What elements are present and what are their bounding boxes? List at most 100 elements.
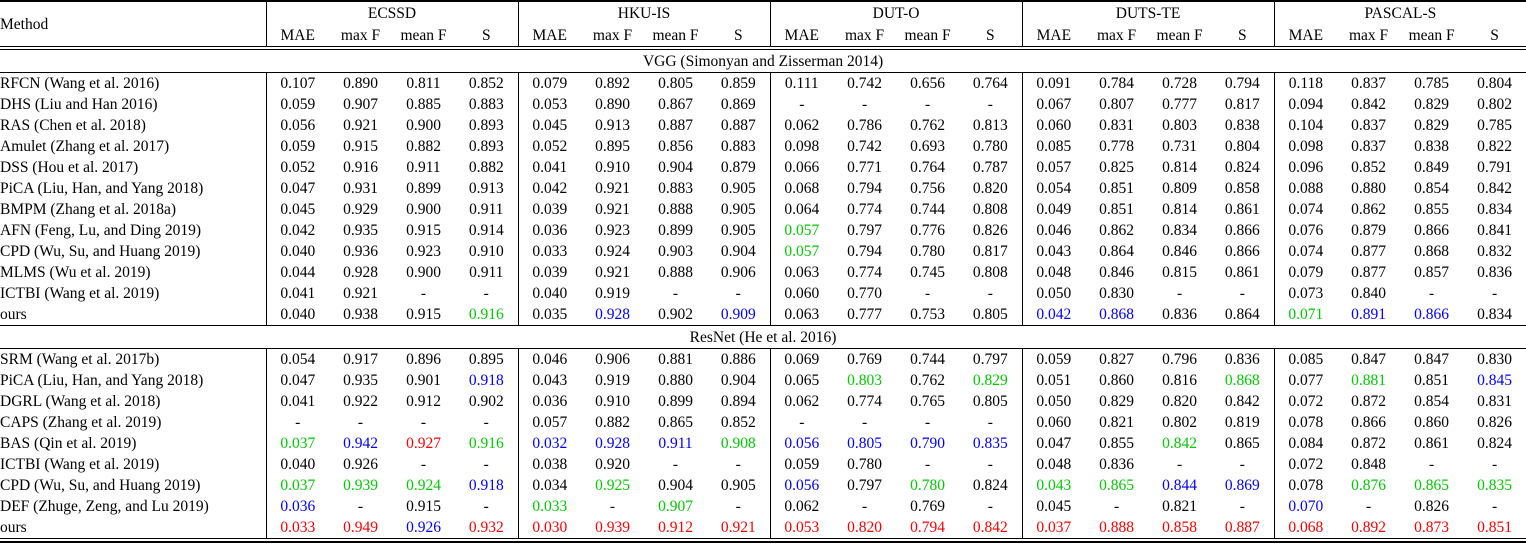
value-cell: 0.794 [847,243,882,260]
value-cell: 0.881 [658,351,693,368]
value-cell: - [483,498,489,515]
method-cell: Amulet (Zhang et al. 2017) [0,138,170,155]
value-cell: 0.895 [468,351,504,368]
value-cell: 0.867 [658,96,693,113]
value-cell: 0.780 [910,477,945,494]
value-cell: 0.797 [847,477,882,494]
value-cell: 0.851 [1099,180,1135,197]
value-cell: 0.910 [468,243,504,260]
value-cell: 0.040 [265,241,329,262]
value-cell: - [420,285,427,302]
value-cell: 0.060 [1021,412,1086,433]
value-cell: 0.830 [1477,351,1513,368]
value-cell: 0.842 [972,519,1008,536]
value-cell: 0.067 [1021,94,1086,115]
value-cell: 0.913 [595,117,630,134]
value-cell: 0.923 [406,243,441,260]
value-cell: 0.809 [1162,180,1198,197]
value-cell: 0.036 [517,220,581,241]
value-cell: 0.836 [1224,351,1260,368]
value-cell: 0.046 [1021,220,1086,241]
value-cell: 0.912 [658,519,693,536]
dataset-header: DUT-O [769,1,1023,24]
value-cell: 0.915 [406,498,441,515]
value-cell: 0.036 [265,496,329,517]
table-row: Amulet (Zhang et al. 2017) 0.059 0.915 0.88… [0,136,1526,157]
value-cell: 0.753 [910,306,945,323]
value-cell: 0.076 [1273,220,1338,241]
value-cell: 0.841 [1477,222,1513,239]
value-cell: 0.043 [1021,475,1086,496]
value-cell: 0.868 [1224,372,1260,389]
value-cell: 0.861 [1224,264,1260,281]
value-cell: 0.911 [658,435,693,452]
value-cell: 0.923 [595,222,630,239]
value-cell: 0.939 [595,519,630,536]
value-cell: - [357,498,364,515]
value-cell: - [769,412,834,433]
value-cell: 0.836 [1477,264,1513,281]
value-cell: 0.805 [972,393,1008,410]
value-cell: 0.777 [1162,96,1198,113]
value-cell: 0.880 [658,372,693,389]
value-cell: 0.924 [406,477,441,494]
value-cell: 0.033 [265,517,329,539]
value-cell: 0.802 [1477,96,1513,113]
section-title: VGG (Simonyan and Zisserman 2014) [0,49,1526,73]
value-cell: 0.861 [1224,201,1260,218]
method-cell: PiCA (Liu, Han, and Yang 2018) [0,372,204,389]
value-cell: 0.848 [1351,456,1387,473]
metric-header: mean F [392,24,455,47]
metric-header: S [1463,24,1526,47]
value-cell: 0.846 [1099,264,1135,281]
value-cell: 0.885 [406,96,441,113]
value-cell: 0.045 [517,115,581,136]
value-cell: 0.915 [343,138,378,155]
value-cell: 0.039 [517,199,581,220]
value-cell: 0.063 [769,262,834,283]
value-cell: 0.882 [468,159,504,176]
value-cell: 0.849 [1414,159,1450,176]
value-cell: 0.820 [1162,393,1198,410]
value-cell: 0.899 [406,180,441,197]
value-cell: 0.056 [769,433,834,454]
value-cell: 0.030 [517,517,581,539]
metric-header: MAE [1273,24,1338,47]
value-cell: - [924,96,931,113]
method-cell: RFCN (Wang et al. 2016) [0,75,160,92]
table-row: ours 0.033 0.949 0.926 0.932 0.030 0.939 0.912 0… [0,517,1526,539]
metric-header: S [455,24,518,47]
value-cell: 0.866 [1224,243,1260,260]
value-cell: 0.862 [1099,222,1135,239]
value-cell: - [924,285,931,302]
value-cell: 0.054 [1021,178,1086,199]
metric-header: max F [581,24,644,47]
value-cell: 0.921 [720,519,756,536]
metric-header: MAE [265,24,329,47]
value-cell: - [483,456,489,473]
metric-header: max F [1337,24,1401,47]
value-cell: 0.057 [769,241,834,262]
value-cell: 0.814 [1162,159,1198,176]
value-cell: 0.805 [847,435,882,452]
table-row: AFN (Feng, Lu, and Ding 2019) 0.042 0.935 0… [0,220,1526,241]
value-cell: 0.693 [910,138,945,155]
value-cell: 0.829 [1414,117,1450,134]
value-cell: 0.928 [595,306,630,323]
value-cell: 0.780 [972,138,1008,155]
value-cell: 0.065 [769,370,834,391]
value-cell: 0.820 [847,519,882,536]
value-cell: 0.904 [720,243,756,260]
value-cell: 0.864 [1224,306,1260,323]
value-cell: 0.794 [1224,75,1260,92]
value-cell: 0.033 [517,241,581,262]
value-cell: 0.777 [847,306,882,323]
value-cell: 0.042 [1021,304,1086,326]
value-cell: 0.111 [769,72,834,94]
value-cell: 0.883 [720,138,756,155]
value-cell: 0.838 [1414,138,1450,155]
value-cell: 0.098 [1273,136,1338,157]
table-row: CAPS (Zhang et al. 2019) - - - - 0.057 0.882 0.… [0,412,1526,433]
value-cell: 0.045 [265,199,329,220]
value-cell: 0.784 [1099,75,1135,92]
